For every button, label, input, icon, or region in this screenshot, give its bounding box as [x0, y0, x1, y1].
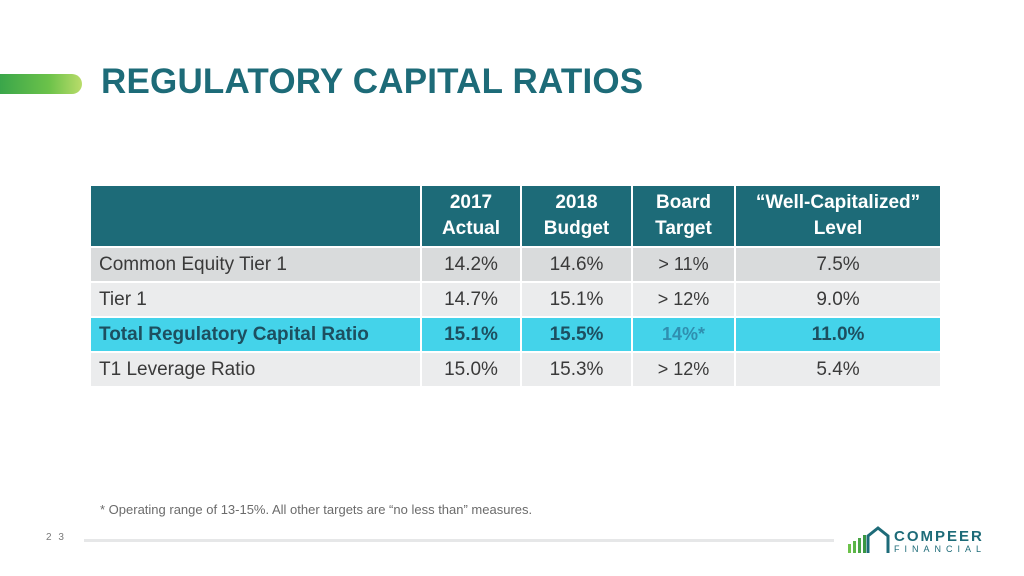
header-board-target: Board Target	[631, 186, 735, 247]
cell-board-target: > 12%	[631, 351, 735, 386]
cell-2017-actual: 14.2%	[420, 246, 521, 282]
page-number: 2 3	[46, 532, 66, 543]
row-label: T1 Leverage Ratio	[91, 351, 421, 386]
table-header-row: 2017 Actual 2018 Budget Board Target “We…	[91, 186, 940, 247]
row-label: Tier 1	[91, 281, 421, 317]
row-label: Total Regulatory Capital Ratio	[91, 316, 421, 352]
cell-board-target: > 12%	[631, 281, 735, 317]
cell-2017-actual: 15.0%	[420, 351, 521, 386]
cell-2018-budget: 15.5%	[520, 316, 632, 352]
header-2018-budget: 2018 Budget	[520, 186, 632, 247]
cell-2018-budget: 14.6%	[520, 246, 632, 282]
cell-well-capitalized: 11.0%	[734, 316, 940, 352]
cell-well-capitalized: 5.4%	[734, 351, 940, 386]
cell-2018-budget: 15.3%	[520, 351, 632, 386]
compeer-logo: COMPEER FINANCIAL	[846, 524, 986, 556]
header-label-column	[91, 186, 421, 247]
capital-ratios-table: 2017 Actual 2018 Budget Board Target “We…	[91, 186, 940, 386]
logo-wordmark: COMPEER	[894, 528, 984, 545]
logo-subtitle: FINANCIAL	[894, 544, 987, 554]
footer-divider	[84, 539, 834, 542]
table-row-highlighted: Total Regulatory Capital Ratio 15.1% 15.…	[91, 316, 940, 352]
header-well-capitalized: “Well-Capitalized” Level	[734, 186, 940, 247]
house-bars-logo-icon	[848, 526, 890, 553]
row-label: Common Equity Tier 1	[91, 246, 421, 282]
cell-2017-actual: 15.1%	[420, 316, 521, 352]
cell-board-target: 14%*	[631, 316, 735, 352]
table-row: Common Equity Tier 1 14.2% 14.6% > 11% 7…	[91, 246, 940, 282]
cell-2018-budget: 15.1%	[520, 281, 632, 317]
slide-title: REGULATORY CAPITAL RATIOS	[101, 62, 644, 101]
cell-board-target: > 11%	[631, 246, 735, 282]
table-row: T1 Leverage Ratio 15.0% 15.3% > 12% 5.4%	[91, 351, 940, 386]
table-row: Tier 1 14.7% 15.1% > 12% 9.0%	[91, 281, 940, 317]
cell-well-capitalized: 9.0%	[734, 281, 940, 317]
accent-bar	[0, 74, 82, 94]
header-2017-actual: 2017 Actual	[420, 186, 521, 247]
footnote: * Operating range of 13-15%. All other t…	[100, 502, 533, 517]
cell-2017-actual: 14.7%	[420, 281, 521, 317]
cell-well-capitalized: 7.5%	[734, 246, 940, 282]
